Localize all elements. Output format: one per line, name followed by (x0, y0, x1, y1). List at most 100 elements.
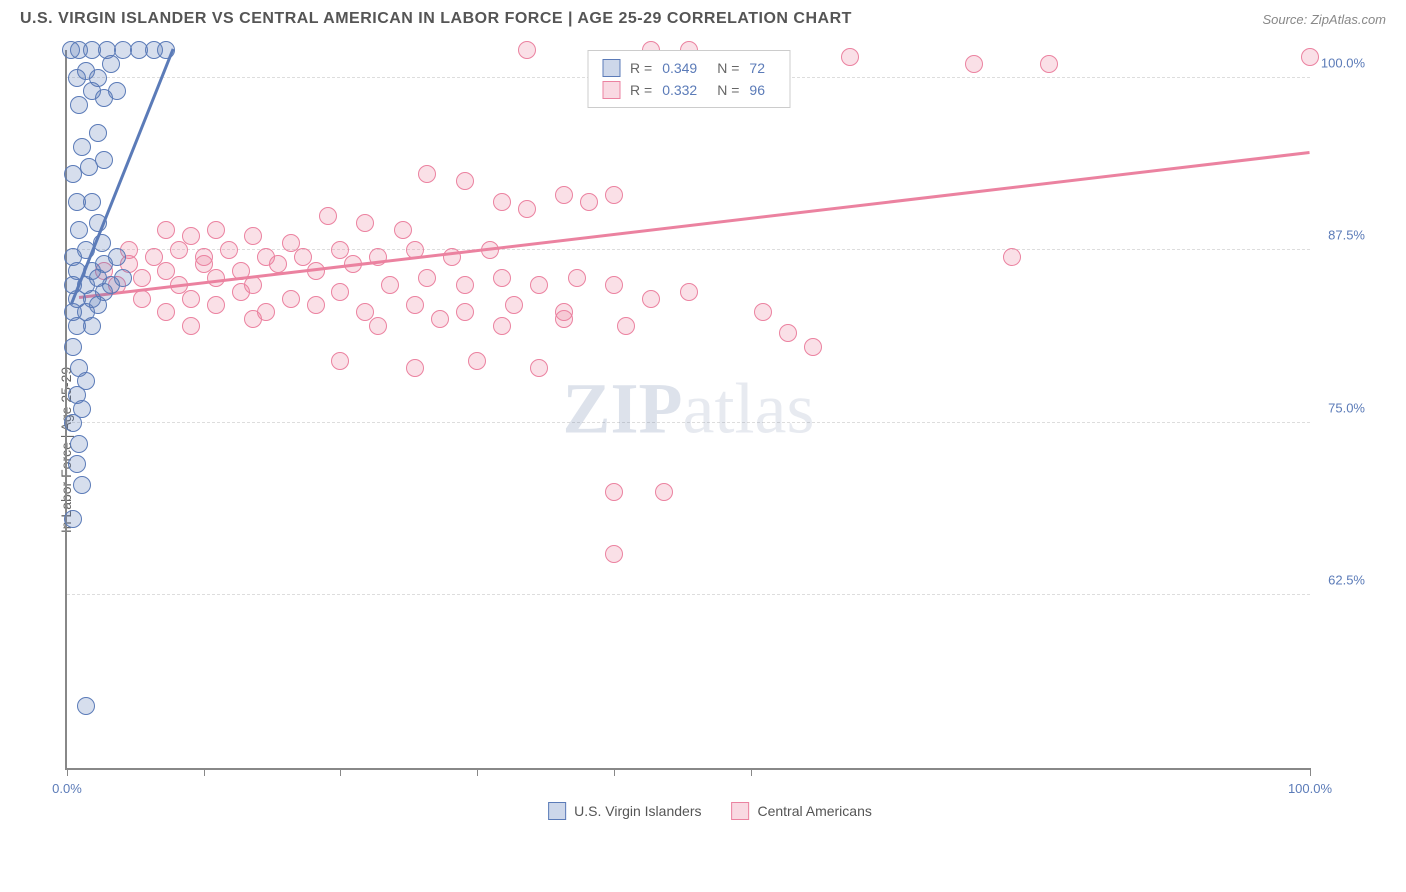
scatter-point (244, 310, 262, 328)
scatter-point (307, 296, 325, 314)
scatter-point (170, 241, 188, 259)
swatch-pink-icon (602, 81, 620, 99)
scatter-point (1040, 55, 1058, 73)
gridline (67, 594, 1310, 595)
plot-area: R = 0.349 N = 72 R = 0.332 N = 96 ZIPatl… (65, 50, 1310, 770)
swatch-blue-icon (602, 59, 620, 77)
scatter-point (133, 290, 151, 308)
scatter-point (207, 296, 225, 314)
y-tick-label: 100.0% (1321, 55, 1365, 70)
scatter-point (232, 283, 250, 301)
scatter-point (95, 151, 113, 169)
scatter-point (1003, 248, 1021, 266)
scatter-point (64, 510, 82, 528)
scatter-point (331, 283, 349, 301)
r-label: R = (630, 82, 652, 98)
scatter-point (73, 476, 91, 494)
x-tick (204, 768, 205, 776)
scatter-point (568, 269, 586, 287)
scatter-point (493, 317, 511, 335)
y-tick-label: 62.5% (1328, 573, 1365, 588)
scatter-point (555, 310, 573, 328)
scatter-point (381, 276, 399, 294)
legend-row-pink: R = 0.332 N = 96 (602, 79, 775, 101)
scatter-point (605, 186, 623, 204)
watermark-bold: ZIP (563, 369, 683, 449)
scatter-point (655, 483, 673, 501)
scatter-point (73, 138, 91, 156)
scatter-point (680, 283, 698, 301)
scatter-point (64, 414, 82, 432)
scatter-point (493, 193, 511, 211)
y-tick-label: 75.0% (1328, 400, 1365, 415)
scatter-point (642, 290, 660, 308)
scatter-point (456, 172, 474, 190)
scatter-point (555, 186, 573, 204)
r-value: 0.332 (662, 82, 697, 98)
x-tick (67, 768, 68, 776)
scatter-point (157, 303, 175, 321)
scatter-point (182, 317, 200, 335)
watermark-light: atlas (683, 369, 815, 449)
legend-label: U.S. Virgin Islanders (574, 803, 701, 819)
scatter-point (102, 55, 120, 73)
watermark: ZIPatlas (563, 368, 815, 451)
scatter-point (77, 697, 95, 715)
scatter-point (605, 483, 623, 501)
scatter-point (605, 545, 623, 563)
scatter-point (406, 359, 424, 377)
x-tick (751, 768, 752, 776)
scatter-point (754, 303, 772, 321)
scatter-point (406, 296, 424, 314)
x-tick (1310, 768, 1311, 776)
scatter-point (220, 241, 238, 259)
scatter-point (617, 317, 635, 335)
scatter-point (456, 303, 474, 321)
scatter-point (133, 269, 151, 287)
scatter-point (282, 290, 300, 308)
scatter-point (418, 165, 436, 183)
scatter-point (369, 317, 387, 335)
scatter-point (157, 221, 175, 239)
scatter-point (1301, 48, 1319, 66)
scatter-point (70, 435, 88, 453)
scatter-point (530, 276, 548, 294)
legend-label: Central Americans (757, 803, 871, 819)
scatter-point (356, 214, 374, 232)
correlation-legend: R = 0.349 N = 72 R = 0.332 N = 96 (587, 50, 790, 108)
n-value: 72 (749, 60, 765, 76)
scatter-point (418, 269, 436, 287)
scatter-point (804, 338, 822, 356)
x-tick-label: 0.0% (52, 781, 82, 796)
swatch-blue-icon (548, 802, 566, 820)
scatter-point (207, 221, 225, 239)
scatter-point (505, 296, 523, 314)
scatter-point (518, 200, 536, 218)
legend-row-blue: R = 0.349 N = 72 (602, 57, 775, 79)
scatter-point (580, 193, 598, 211)
scatter-point (83, 193, 101, 211)
scatter-point (841, 48, 859, 66)
scatter-point (468, 352, 486, 370)
scatter-point (331, 352, 349, 370)
chart-title: U.S. VIRGIN ISLANDER VS CENTRAL AMERICAN… (20, 10, 852, 28)
chart-container: In Labor Force | Age 25-29 R = 0.349 N =… (50, 50, 1370, 830)
scatter-point (269, 255, 287, 273)
scatter-point (68, 455, 86, 473)
n-value: 96 (749, 82, 765, 98)
n-label: N = (717, 82, 739, 98)
x-tick (614, 768, 615, 776)
scatter-point (431, 310, 449, 328)
series-legend: U.S. Virgin Islanders Central Americans (548, 802, 872, 820)
r-value: 0.349 (662, 60, 697, 76)
source-attribution: Source: ZipAtlas.com (1262, 12, 1386, 27)
n-label: N = (717, 60, 739, 76)
scatter-point (89, 124, 107, 142)
scatter-point (456, 276, 474, 294)
scatter-point (518, 41, 536, 59)
legend-item-blue: U.S. Virgin Islanders (548, 802, 701, 820)
scatter-point (779, 324, 797, 342)
scatter-point (70, 221, 88, 239)
scatter-point (89, 296, 107, 314)
x-tick-label: 100.0% (1288, 781, 1332, 796)
